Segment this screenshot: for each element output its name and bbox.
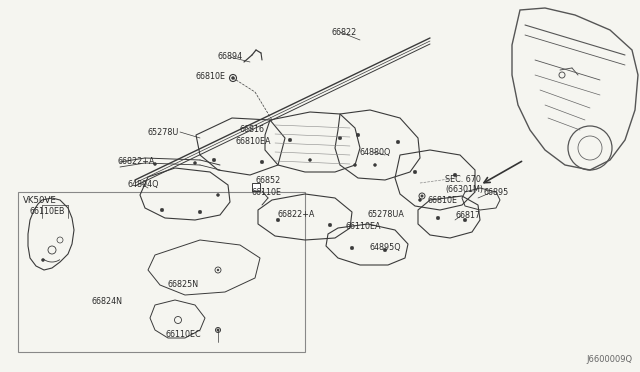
Text: 66810EA: 66810EA <box>235 137 271 146</box>
Text: 66810E: 66810E <box>196 72 226 81</box>
Text: SEC. 670: SEC. 670 <box>445 175 481 184</box>
Bar <box>252 183 260 191</box>
Circle shape <box>413 170 417 174</box>
Text: 66822+A: 66822+A <box>118 157 156 166</box>
Text: 64880Q: 64880Q <box>360 148 392 157</box>
Text: 66110EC: 66110EC <box>165 330 200 339</box>
Text: (66301M): (66301M) <box>445 185 483 194</box>
Circle shape <box>232 77 234 80</box>
Text: 65278UA: 65278UA <box>368 210 405 219</box>
Text: 66822+A: 66822+A <box>278 210 316 219</box>
Circle shape <box>436 216 440 220</box>
Circle shape <box>260 160 264 164</box>
Circle shape <box>374 164 376 167</box>
Text: 66110E: 66110E <box>252 188 282 197</box>
Circle shape <box>338 136 342 140</box>
Circle shape <box>453 173 457 177</box>
Circle shape <box>160 208 164 212</box>
Circle shape <box>276 218 280 222</box>
Circle shape <box>419 199 422 202</box>
Text: 66810E: 66810E <box>428 196 458 205</box>
Text: 66822: 66822 <box>332 28 357 37</box>
Circle shape <box>350 246 354 250</box>
Text: 66825N: 66825N <box>168 280 199 289</box>
Circle shape <box>217 269 219 271</box>
Circle shape <box>383 248 387 252</box>
Circle shape <box>328 223 332 227</box>
Text: 65278U: 65278U <box>148 128 179 137</box>
Text: 66824N: 66824N <box>92 297 123 306</box>
Text: 66894: 66894 <box>218 52 243 61</box>
Text: VK50VE: VK50VE <box>23 196 57 205</box>
Text: 66817: 66817 <box>455 211 480 220</box>
Circle shape <box>288 138 292 142</box>
Text: 66110EA: 66110EA <box>345 222 381 231</box>
Circle shape <box>396 140 400 144</box>
Text: 66816: 66816 <box>239 125 264 134</box>
Circle shape <box>421 195 423 197</box>
Text: J6600009Q: J6600009Q <box>586 355 632 364</box>
Circle shape <box>154 163 157 166</box>
Circle shape <box>198 210 202 214</box>
Circle shape <box>217 329 219 331</box>
Text: 64895Q: 64895Q <box>370 243 402 252</box>
Text: 66110EB: 66110EB <box>30 207 65 216</box>
Circle shape <box>42 259 45 262</box>
Text: 66895: 66895 <box>483 188 508 197</box>
Circle shape <box>193 161 196 164</box>
Text: 64894Q: 64894Q <box>128 180 159 189</box>
Circle shape <box>308 158 312 161</box>
Circle shape <box>356 133 360 137</box>
Text: 66852: 66852 <box>255 176 280 185</box>
Circle shape <box>212 158 216 162</box>
Circle shape <box>216 193 220 196</box>
Circle shape <box>353 164 356 167</box>
Bar <box>18 192 305 352</box>
Circle shape <box>463 218 467 222</box>
